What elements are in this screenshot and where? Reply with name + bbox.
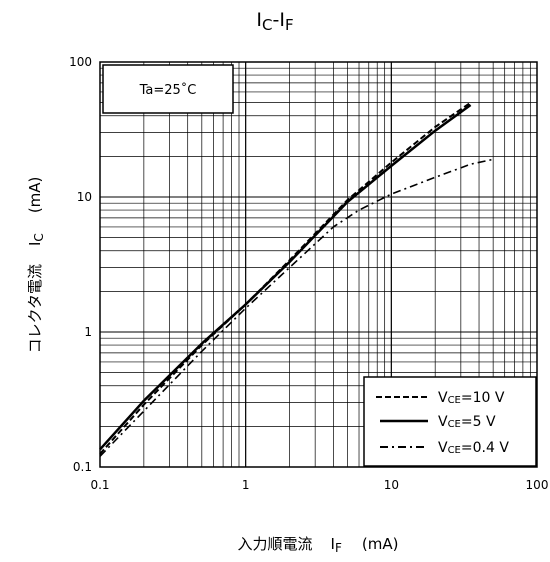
x-axis-label: 入力順電流 IF (mA): [238, 535, 399, 555]
title-ic-symbol: I: [256, 9, 262, 31]
series-vce-5v: [99, 103, 472, 451]
plot-frame: [99, 61, 538, 468]
legend-label-vce10: VCE=10 V: [438, 390, 505, 406]
x-tick-label: 10: [384, 478, 399, 492]
x-tick-label: 0.1: [90, 478, 109, 492]
legend-label-vce5: VCE=5 V: [438, 414, 496, 430]
title-if-symbol: I: [279, 9, 285, 31]
series-vce-0-4v: [99, 158, 494, 457]
legend-box: [363, 376, 537, 467]
x-tick-label: 1: [242, 478, 250, 492]
annotation-box: [102, 64, 234, 114]
title-ic-subscript: C: [262, 16, 272, 34]
y-tick-label: 1: [84, 325, 92, 339]
tick-labels: 0.1 1 10 100 0.1 1 10 100: [69, 55, 548, 492]
series-lines: [99, 101, 494, 457]
y-tick-label: 100: [69, 55, 92, 69]
annotation-text: Ta=25˚C: [139, 82, 197, 98]
legend-label-vce04: VCE=0.4 V: [438, 440, 509, 456]
title-separator: -: [272, 9, 279, 31]
chart-title: IC-IF: [256, 9, 293, 34]
title-if-subscript: F: [285, 16, 294, 34]
y-tick-label: 10: [77, 190, 92, 204]
y-axis-label: コレクタ電流IC(mA): [26, 177, 46, 354]
y-tick-label: 0.1: [73, 460, 92, 474]
x-tick-label: 100: [526, 478, 549, 492]
